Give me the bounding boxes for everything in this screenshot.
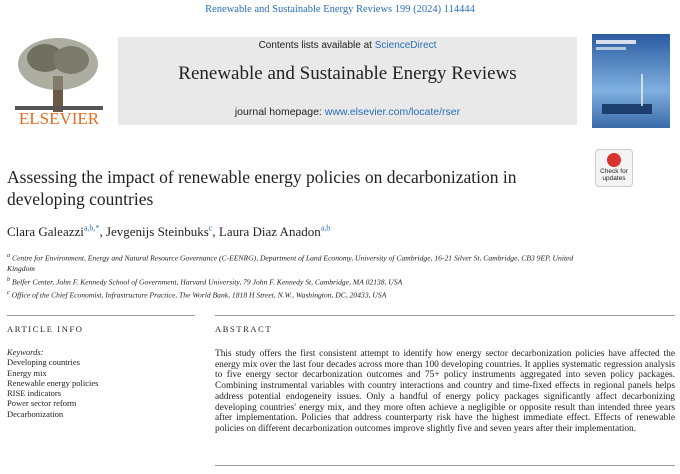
affiliation: c Office of the Chief Economist, Infrastr…: [7, 288, 597, 301]
homepage-line: journal homepage: www.elsevier.com/locat…: [118, 106, 577, 118]
divider: [7, 315, 195, 316]
check-text: Check for: [600, 168, 628, 175]
check-updates[interactable]: Check for updates: [595, 149, 633, 187]
contents-prefix: Contents lists available at: [258, 40, 375, 51]
keyword: Energy mix: [7, 367, 47, 378]
keyword: Decarbonization: [7, 408, 64, 419]
authors: Clara Galeazzia,b,*, Jevgenijs Steinbuks…: [7, 224, 330, 240]
abstract-text: This study offers the first consistent a…: [215, 349, 675, 434]
keyword: Developing countries: [7, 357, 80, 368]
homepage-prefix: journal homepage:: [234, 106, 325, 118]
journal-cover: [592, 34, 670, 128]
contents-line: Contents lists available at ScienceDirec…: [118, 40, 577, 51]
article-title: Assessing the impact of renewable energy…: [7, 167, 517, 209]
journal-title: Renewable and Sustainable Energy Reviews: [178, 63, 517, 84]
author-name: Jevgenijs Steinbuks: [105, 224, 209, 240]
keyword: Power sector reform: [7, 398, 77, 409]
article-info-heading: ARTICLE INFO: [7, 324, 84, 334]
divider: [215, 465, 675, 466]
keywords-label: Keywords:: [7, 347, 44, 357]
keywords: Keywords: Developing countries Energy mix…: [7, 347, 197, 419]
affiliation-marker: c: [7, 289, 10, 296]
divider: [215, 315, 675, 316]
abstract-heading: ABSTRACT: [215, 324, 273, 334]
author: Jevgenijs Steinbuksc,: [105, 224, 219, 240]
check-icon: [607, 153, 621, 167]
affiliation-text: Centre for Environment, Energy and Natur…: [7, 253, 574, 274]
author-sup[interactable]: a,b: [320, 224, 331, 233]
keyword: Renewable energy policies: [7, 377, 99, 388]
author-name: Clara Galeazzi: [7, 224, 84, 240]
author: Clara Galeazzia,b,*,: [7, 224, 106, 240]
publisher: ELSEVIER: [19, 109, 100, 128]
affiliation: a Centre for Environment, Energy and Natu…: [7, 251, 597, 275]
affiliation-text: Belfer Center, John F. Kennedy School of…: [12, 277, 403, 287]
affiliations: a Centre for Environment, Energy and Natu…: [7, 251, 597, 301]
affiliation-marker: b: [7, 276, 10, 283]
author-sup[interactable]: c: [208, 224, 213, 233]
affiliation: b Belfer Center, John F. Kennedy School o…: [7, 275, 597, 288]
author: Laura Diaz Anadona,b: [219, 224, 330, 239]
keyword: RISE indicators: [7, 388, 62, 399]
check-text: updates: [602, 175, 626, 182]
author-name: Laura Diaz Anadon: [218, 224, 321, 240]
journal-header: Contents lists available at ScienceDirec…: [118, 37, 577, 125]
homepage-link[interactable]: www.elsevier.com/locate/rser: [324, 106, 461, 118]
publisher-logo: ELSEVIER: [15, 38, 103, 128]
affiliation-text: Office of the Chief Economist, Infrastru…: [11, 290, 387, 300]
citation[interactable]: Renewable and Sustainable Energy Reviews…: [205, 4, 475, 15]
author-sup[interactable]: a,b,*: [83, 224, 100, 233]
affiliation-marker: a: [7, 253, 10, 259]
contents-link[interactable]: ScienceDirect: [374, 40, 437, 51]
